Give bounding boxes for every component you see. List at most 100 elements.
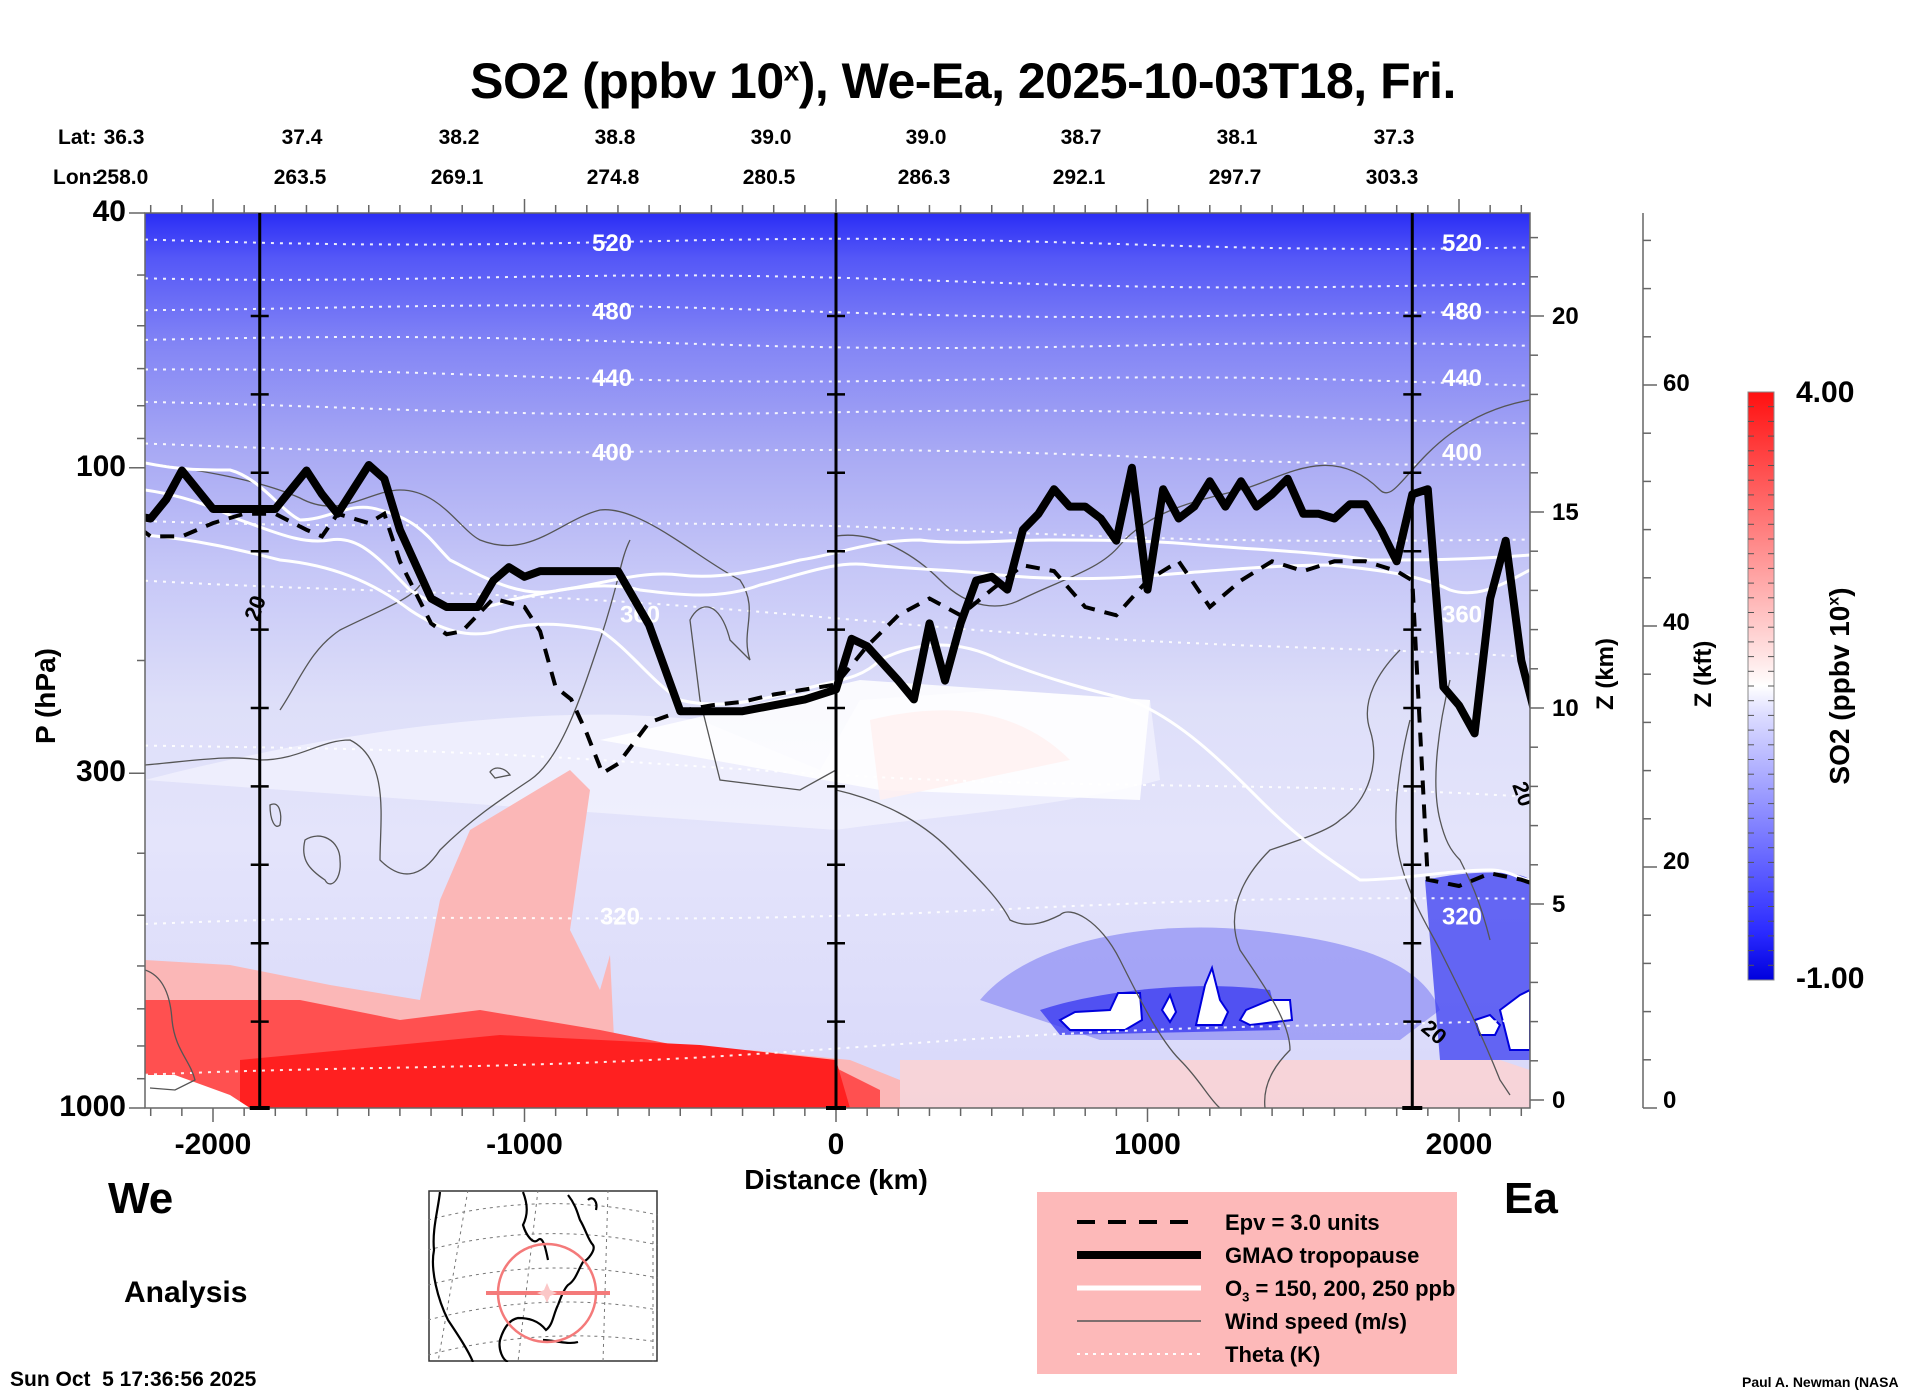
colorbar-label-prefix: SO2 (ppbv 10 — [1824, 605, 1855, 785]
o3-sub: 3 — [1242, 1289, 1250, 1305]
latitude-value: 37.4 — [281, 126, 323, 149]
wind-contour — [1435, 679, 1491, 941]
x-axis-label: Distance (km) — [744, 1164, 928, 1195]
so2-low-hole — [1498, 988, 1530, 1051]
legend-label: Wind speed (m/s) — [1225, 1309, 1407, 1334]
tropopause-line — [145, 461, 1530, 738]
z-kft-axis-label: Z (kft) — [1690, 640, 1717, 708]
theta-contour — [145, 520, 1530, 542]
credit: Paul A. Newman (NASA — [1742, 1374, 1899, 1390]
latitude-value: 36.3 — [103, 126, 145, 149]
so2-low-hole — [1238, 999, 1294, 1027]
x-tick-label: -1000 — [486, 1128, 563, 1161]
theta-label: 520 — [592, 230, 632, 257]
theta-contour — [145, 897, 1530, 925]
latitude-value: 37.3 — [1373, 126, 1415, 149]
o3-contour-200 — [145, 488, 1530, 611]
theta-contour — [145, 335, 1530, 350]
longitude-value: 292.1 — [1052, 166, 1106, 189]
o3-suffix: = 150, 200, 250 ppb — [1249, 1276, 1456, 1301]
z-km-tick-label: 0 — [1552, 1087, 1566, 1114]
so2-low-hole — [1058, 992, 1144, 1031]
so2-east-surface — [900, 1060, 1530, 1108]
legend-item-wind: Wind speed (m/s) — [1037, 1307, 1457, 1337]
longitude-value: 274.8 — [586, 166, 640, 189]
y-tick-label: 40 — [92, 195, 126, 228]
wind-contour — [835, 399, 1530, 607]
colorbar-max-label: 4.00 — [1796, 376, 1855, 409]
legend-label: Theta (K) — [1225, 1342, 1321, 1367]
wind-contour-closed — [269, 803, 282, 827]
wind-contour — [145, 462, 837, 791]
analysis-label: Analysis — [124, 1276, 248, 1309]
epv-contour — [145, 510, 1530, 889]
theta-label: 320 — [600, 903, 640, 930]
theta-label: 360 — [1442, 601, 1482, 628]
z-km-tick-label: 5 — [1552, 891, 1566, 918]
theta-contour — [145, 442, 1530, 466]
wind-contour-closed — [303, 835, 341, 885]
y-axis-label: P (hPa) — [30, 648, 61, 744]
east-label: Ea — [1504, 1174, 1558, 1223]
thick-line-icon — [1077, 1251, 1201, 1259]
map-coastlines — [431, 1191, 598, 1362]
x-tick-label: 1000 — [1114, 1128, 1181, 1161]
theta-label: 520 — [1442, 230, 1482, 257]
theta-contour — [145, 237, 1530, 251]
theta-label: 400 — [1442, 440, 1482, 467]
legend-label: O3 = 150, 200, 250 ppb — [1225, 1276, 1455, 1304]
theta-label: 400 — [592, 440, 632, 467]
map-center-star-icon — [537, 1283, 557, 1303]
so2-max-region — [240, 1035, 850, 1108]
longitude-value: 263.5 — [273, 166, 327, 189]
theta-label: 320 — [1442, 903, 1482, 930]
theta-label: 440 — [592, 365, 632, 392]
axes — [129, 199, 1775, 1122]
x-tick-label: 0 — [827, 1128, 845, 1161]
z-kft-tick-label: 60 — [1663, 370, 1690, 397]
legend-item-o3: O3 = 150, 200, 250 ppb — [1037, 1274, 1457, 1304]
o3-prefix: O — [1225, 1276, 1243, 1301]
dashed-line-icon — [1077, 1220, 1201, 1224]
latitude-value: 38.2 — [438, 126, 480, 149]
theta-contour — [145, 304, 1530, 319]
latitude-value: 39.0 — [750, 126, 792, 149]
legend-label: Epv = 3.0 units — [1225, 1210, 1380, 1235]
wind-contour — [1395, 719, 1511, 1096]
z-km-tick-label: 20 — [1552, 303, 1579, 330]
wind-label-20: 20 — [1507, 778, 1539, 810]
timestamp: Sun Oct 5 17:36:56 2025 — [10, 1368, 257, 1391]
longitude-value: 303.3 — [1365, 166, 1419, 189]
z-km-tick-label: 10 — [1552, 695, 1579, 722]
x-tick-label: 2000 — [1425, 1128, 1493, 1161]
legend-item-epv: Epv = 3.0 units — [1037, 1208, 1457, 1238]
wind-contour — [835, 789, 1221, 1108]
theta-contour — [145, 274, 1530, 289]
longitude-value: 258.0 — [95, 166, 149, 189]
y-tick-label: 100 — [75, 449, 126, 483]
legend-item-tropopause: GMAO tropopause — [1037, 1241, 1457, 1271]
so2-low-hole — [1160, 992, 1178, 1024]
z-km-axis-label: Z (km) — [1592, 638, 1619, 710]
lat-label: Lat: — [58, 126, 97, 149]
z-kft-tick-label: 40 — [1663, 609, 1690, 636]
x-tick-label: -2000 — [174, 1128, 252, 1161]
legend-item-theta: Theta (K) — [1037, 1340, 1457, 1370]
title-prefix: SO2 (ppbv 10 — [470, 53, 784, 109]
theta-label: 480 — [1442, 298, 1482, 325]
wind-speed-contours — [145, 399, 1530, 1108]
epv-contours — [145, 510, 1530, 889]
theta-label: 440 — [1442, 365, 1482, 392]
latitude-value: 38.1 — [1216, 126, 1258, 149]
so2-faint-red-region — [870, 710, 1070, 800]
wind-contour — [279, 584, 421, 711]
legend: Epv = 3.0 units GMAO tropopause O3 = 150… — [1037, 1192, 1457, 1374]
longitude-value: 286.3 — [897, 166, 951, 189]
o3-contour-250 — [145, 533, 1530, 882]
theta-label: 480 — [592, 298, 632, 325]
thin-line-icon — [1077, 1320, 1201, 1322]
wind-contour — [1233, 649, 1401, 1108]
colorbar-min-label: -1.00 — [1796, 962, 1865, 995]
